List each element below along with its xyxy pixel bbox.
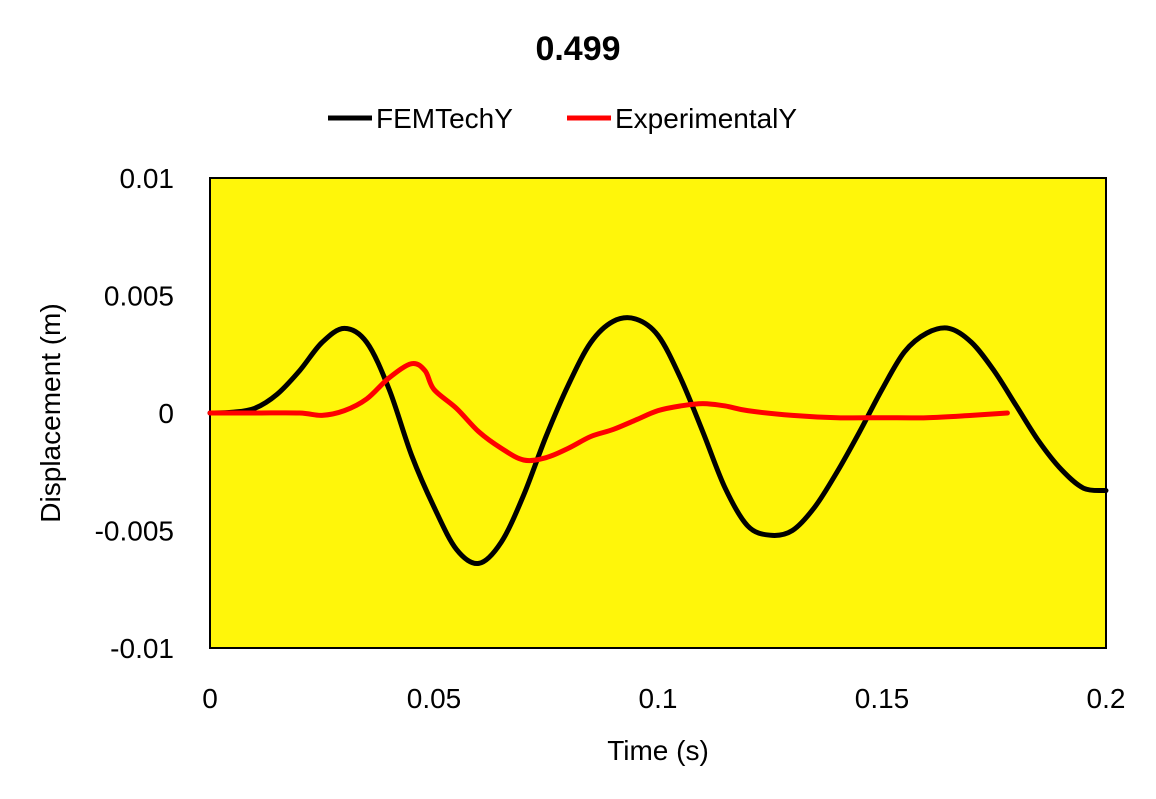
x-tick-label: 0.05 (407, 683, 462, 714)
y-tick-label: 0 (158, 398, 174, 429)
series-layer (207, 315, 1109, 567)
y-tick-label: 0.005 (104, 281, 174, 312)
series-line-experimentaly (207, 360, 1010, 464)
chart-title: 0.499 (535, 30, 620, 68)
x-tick-label: 0.15 (855, 683, 910, 714)
legend-label-femtechy: FEMTechY (376, 103, 513, 134)
legend: FEMTechY ExperimentalY (328, 103, 797, 134)
x-axis-label: Time (s) (607, 735, 709, 766)
series-line-femtechy (207, 315, 1109, 567)
legend-label-experimentaly: ExperimentalY (615, 103, 797, 134)
y-axis-label: Displacement (m) (35, 303, 66, 522)
x-tick-label: 0.1 (639, 683, 678, 714)
y-tick-label: -0.005 (95, 516, 174, 547)
y-axis-ticks: 0.01 0.005 0 -0.005 -0.01 (95, 163, 174, 664)
x-tick-label: 0 (202, 683, 218, 714)
y-tick-label: 0.01 (120, 163, 175, 194)
x-tick-label: 0.2 (1087, 683, 1126, 714)
y-tick-label: -0.01 (110, 633, 174, 664)
x-axis-ticks: 0 0.05 0.1 0.15 0.2 (202, 683, 1125, 714)
